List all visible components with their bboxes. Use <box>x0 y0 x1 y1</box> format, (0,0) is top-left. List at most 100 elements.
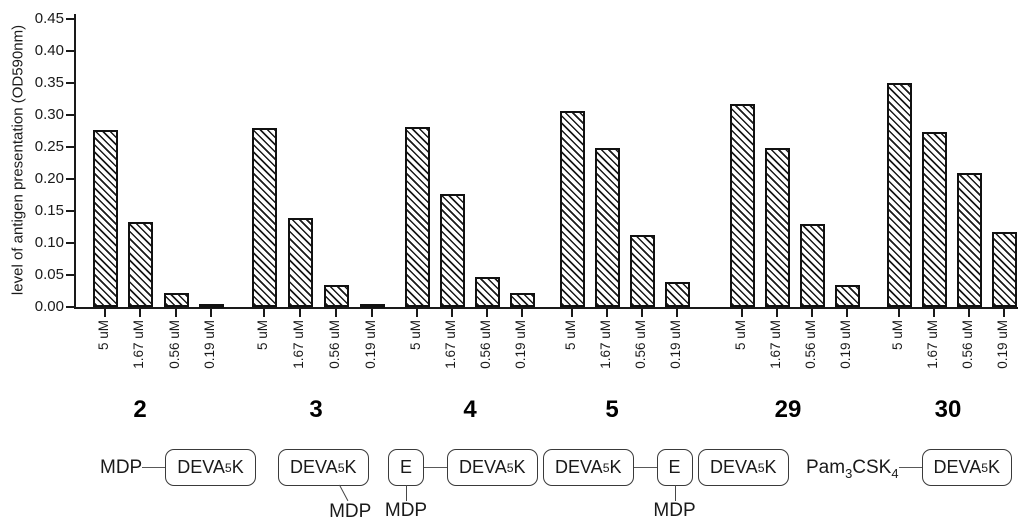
bar-group30-5uM <box>886 83 912 307</box>
label-text: Pam <box>806 456 846 478</box>
x-tick <box>416 309 418 317</box>
y-tick-label: 0.00 <box>34 298 64 315</box>
pendant-line <box>339 484 349 502</box>
x-tick <box>571 309 573 317</box>
bar-group30-0.19uM <box>991 232 1017 307</box>
bar-group29-0.56uM <box>799 224 825 307</box>
bar-group3-0.19uM <box>359 304 385 308</box>
x-tick <box>676 309 678 317</box>
concentration-label: 1.67 uM <box>598 320 613 369</box>
bond-line <box>142 467 166 468</box>
y-tick <box>66 242 74 244</box>
x-tick <box>741 309 743 317</box>
structure-box: DEVA 5 K <box>698 449 789 486</box>
y-tick <box>66 306 74 308</box>
bar-group2-0.56uM <box>163 293 189 307</box>
concentration-label: 0.56 uM <box>633 320 648 369</box>
y-tick <box>66 114 74 116</box>
y-tick <box>66 210 74 212</box>
label-text: DEVA <box>710 457 758 477</box>
pendant-label: MDP <box>384 500 428 521</box>
concentration-label: 1.67 uM <box>131 320 146 369</box>
structure-3: DEVA 5 K MDP <box>278 449 371 522</box>
x-tick <box>263 309 265 317</box>
concentration-label: 5 uM <box>96 320 111 351</box>
x-tick <box>846 309 848 317</box>
bar-group5-5uM <box>559 111 585 307</box>
concentration-label: 1.67 uM <box>925 320 940 369</box>
structure-box: DEVA 5 K <box>921 449 1013 486</box>
bar-group2-1.67uM <box>127 222 153 307</box>
concentration-label: 0.19 uM <box>995 320 1010 369</box>
concentration-label: 0.56 uM <box>478 320 493 369</box>
label-text: DEVA <box>555 457 603 477</box>
pendant-line <box>406 485 407 501</box>
concentration-label: 0.19 uM <box>202 320 217 369</box>
structure-30: Pam3CSK4 DEVA 5 K <box>806 449 1013 486</box>
concentration-label: 1.67 uM <box>291 320 306 369</box>
x-tick <box>371 309 373 317</box>
group-label-4: 4 <box>463 396 477 423</box>
bar-group30-0.56uM <box>956 173 982 307</box>
bar-group3-1.67uM <box>287 218 313 307</box>
concentration-label: 5 uM <box>733 320 748 351</box>
y-tick-label: 0.40 <box>34 42 64 59</box>
x-tick <box>811 309 813 317</box>
pendant-label: MDP <box>653 500 696 521</box>
bar-group4-5uM <box>404 127 430 307</box>
label-text: DEVA <box>177 457 225 477</box>
group-label-2: 2 <box>133 396 147 423</box>
y-tick <box>66 274 74 276</box>
x-tick <box>521 309 523 317</box>
y-axis-line <box>74 14 76 309</box>
subscript: 4 <box>891 465 899 481</box>
label-text: DEVA <box>290 457 338 477</box>
structure-box: DEVA 5 K <box>447 449 538 486</box>
y-tick <box>66 178 74 180</box>
x-tick <box>335 309 337 317</box>
label-text: E <box>668 457 681 477</box>
concentration-label: 0.56 uM <box>167 320 182 369</box>
concentration-label: 5 uM <box>408 320 423 351</box>
bar-group29-5uM <box>729 104 755 307</box>
concentration-label: 0.56 uM <box>960 320 975 369</box>
structure-text: MDP <box>100 457 142 479</box>
y-tick <box>66 18 74 20</box>
structure-2: MDP DEVA 5 K <box>100 449 256 486</box>
x-tick <box>486 309 488 317</box>
group-label-29: 29 <box>774 396 802 423</box>
x-tick <box>175 309 177 317</box>
concentration-label: 1.67 uM <box>768 320 783 369</box>
x-tick <box>451 309 453 317</box>
label-text: K <box>609 457 622 477</box>
bond-line <box>633 467 657 468</box>
concentration-label: 5 uM <box>563 320 578 351</box>
x-tick <box>968 309 970 317</box>
x-tick <box>776 309 778 317</box>
bar-group4-0.56uM <box>474 277 500 307</box>
label-text: E <box>400 457 413 477</box>
y-tick-label: 0.10 <box>34 234 64 251</box>
concentration-label: 5 uM <box>890 320 905 351</box>
x-tick <box>898 309 900 317</box>
bar-group5-1.67uM <box>594 148 620 307</box>
label-text: K <box>231 457 244 477</box>
label-text: K <box>344 457 357 477</box>
bar-group5-0.56uM <box>629 235 655 307</box>
y-tick <box>66 82 74 84</box>
bar-group4-1.67uM <box>439 194 465 307</box>
x-tick <box>1003 309 1005 317</box>
bar-group4-0.19uM <box>509 293 535 307</box>
concentration-label: 0.56 uM <box>327 320 342 369</box>
bar-group29-0.19uM <box>834 285 860 307</box>
y-tick-label: 0.30 <box>34 106 64 123</box>
concentration-label: 0.19 uM <box>668 320 683 369</box>
bar-group3-5uM <box>251 128 277 307</box>
structure-box: DEVA 5 K MDP <box>278 449 371 522</box>
group-label-5: 5 <box>605 396 619 423</box>
group-label-30: 30 <box>934 396 962 423</box>
concentration-label: 0.56 uM <box>803 320 818 369</box>
bar-group3-0.56uM <box>323 285 349 307</box>
x-tick <box>606 309 608 317</box>
